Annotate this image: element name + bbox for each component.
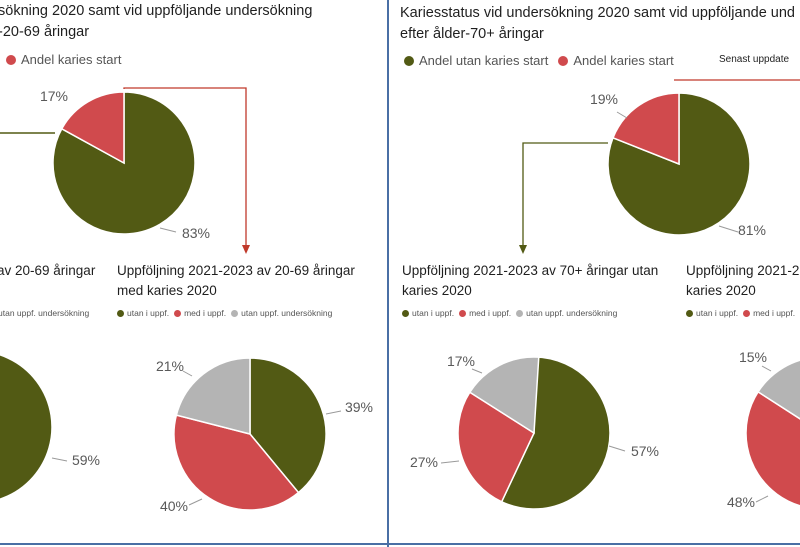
subchart-a-title: av 20-69 åringar xyxy=(0,263,96,278)
sublegend-label: utan i uppf. xyxy=(696,308,739,318)
pie5-label-2: 27% xyxy=(410,454,438,470)
sublegend-label: utan i uppf. xyxy=(127,308,170,318)
pie2-slice-2 xyxy=(612,92,680,166)
pie5-leader-2 xyxy=(440,460,460,464)
swatch-grey xyxy=(516,309,524,317)
panel2-title-line1: Kariesstatus vid undersökning 2020 samt … xyxy=(400,5,795,21)
connector-red-to-b xyxy=(123,87,247,246)
pie5-slice-3 xyxy=(468,356,540,435)
legend-item-utan: Andel utan karies start xyxy=(404,53,548,68)
pie4-slice-1 xyxy=(249,357,327,494)
swatch-red xyxy=(459,309,467,317)
pie4-slice-2 xyxy=(173,414,300,511)
pie6-leader-2 xyxy=(761,365,772,372)
pie3-slice-1 xyxy=(0,354,53,500)
swatch-green xyxy=(117,309,124,317)
swatch-red xyxy=(743,309,751,317)
sublegend-item-utan-i: utan i uppf. xyxy=(117,308,169,318)
panel1-title-line2: -20-69 åringar xyxy=(0,24,90,40)
pie4-label-3: 21% xyxy=(156,358,184,374)
pie4-label-1: 39% xyxy=(345,399,373,415)
pie4-label-2: 40% xyxy=(160,498,188,514)
subchart-c-title-line1: Uppföljning 2021-2023 av 70+ åringar uta… xyxy=(402,263,659,278)
sublegend-item: utan uppf. undersökning xyxy=(0,308,89,318)
pie6-slice-1 xyxy=(745,390,800,507)
subchart-b-legend: utan i uppf. med i uppf. utan uppf. unde… xyxy=(117,308,337,318)
legend-label: Andel karies start xyxy=(21,52,122,67)
sublegend-label: med i uppf. xyxy=(753,308,796,318)
panel1-legend: Andel karies start xyxy=(6,52,131,67)
pie1-label-2: 17% xyxy=(40,88,68,104)
pie6-slice-2 xyxy=(757,359,800,420)
pie4-leader-1 xyxy=(325,410,342,415)
pie2-label-1: 81% xyxy=(738,222,766,238)
legend-swatch-red xyxy=(558,55,569,66)
panel2-title-line2: efter ålder-70+ åringar xyxy=(400,26,544,42)
sublegend-item-utan-i: utan i uppf. xyxy=(686,308,738,318)
pie4-leader-3 xyxy=(182,370,193,377)
sublegend-item-med-i: med i uppf. xyxy=(743,308,795,318)
pie5-leader-1 xyxy=(608,445,626,452)
pie6-leader-1 xyxy=(755,495,769,503)
pie5-label-1: 57% xyxy=(631,443,659,459)
subchart-d-title-line2: karies 2020 xyxy=(686,283,756,298)
subchart-d-title-line1: Uppföljning 2021-2 xyxy=(686,263,800,278)
last-updated-note: Senast uppdate xyxy=(719,54,790,65)
sublegend-label: utan uppf. undersökning xyxy=(0,308,90,318)
sublegend-item-med-i: med i uppf. xyxy=(459,308,511,318)
pie2-leader-1 xyxy=(718,225,739,233)
legend-swatch-green xyxy=(404,55,414,66)
sublegend-item-med-i: med i uppf. xyxy=(174,308,226,318)
sublegend-label: med i uppf. xyxy=(469,308,512,318)
pie1-label-1: 83% xyxy=(182,225,210,241)
swatch-green xyxy=(686,309,693,317)
sublegend-label: utan uppf. undersökning xyxy=(526,308,618,318)
pie6-label-2: 15% xyxy=(739,349,767,365)
pie6-label-1: 48% xyxy=(727,494,755,510)
panel2-legend: Andel utan karies start Andel karies sta… xyxy=(404,53,684,68)
pie3-label-1: 59% xyxy=(72,452,100,468)
panel1-title-line1: sökning 2020 samt vid uppföljande unders… xyxy=(0,3,313,19)
pie2-leader-2 xyxy=(616,111,628,119)
subchart-a-legend: utan uppf. undersökning xyxy=(0,308,94,318)
legend-item-karies: Andel karies start xyxy=(558,53,674,68)
pie5-slice-1 xyxy=(500,356,611,510)
arrowhead-red xyxy=(242,245,250,254)
sublegend-label: med i uppf. xyxy=(184,308,227,318)
legend-label: Andel utan karies start xyxy=(419,53,549,68)
swatch-green xyxy=(402,309,409,317)
bottom-border xyxy=(0,543,800,545)
subchart-c-legend: utan i uppf. med i uppf. utan uppf. unde… xyxy=(402,308,622,318)
pie4-leader-2 xyxy=(188,498,203,506)
pie4-slice-3 xyxy=(175,357,251,435)
subchart-b-title-line2: med karies 2020 xyxy=(117,283,217,298)
legend-item-karies: Andel karies start xyxy=(6,52,121,67)
pie3-leader-1 xyxy=(51,457,68,462)
subchart-b-title-line1: Uppföljning 2021-2023 av 20-69 åringar xyxy=(117,263,355,278)
pie5-label-3: 17% xyxy=(447,353,475,369)
pie5-slice-2 xyxy=(457,391,535,503)
connector-green-to-c xyxy=(522,142,608,246)
arrowhead-green xyxy=(519,245,527,254)
swatch-grey xyxy=(231,309,239,317)
sublegend-label: utan uppf. undersökning xyxy=(241,308,333,318)
panel-divider xyxy=(387,0,389,547)
pie5-leader-3 xyxy=(471,368,483,374)
legend-swatch-red xyxy=(6,54,16,65)
pie1-slice-2 xyxy=(60,91,125,165)
sublegend-item-utan-uppf: utan uppf. undersökning xyxy=(231,308,332,318)
swatch-red xyxy=(174,309,182,317)
subchart-c-title-line2: karies 2020 xyxy=(402,283,472,298)
sublegend-label: utan i uppf. xyxy=(412,308,455,318)
pie2-label-2: 19% xyxy=(590,91,618,107)
pie1-leader-1 xyxy=(159,227,177,233)
subchart-d-legend: utan i uppf. med i uppf. xyxy=(686,308,800,318)
sublegend-item-utan-i: utan i uppf. xyxy=(402,308,454,318)
legend-label: Andel karies start xyxy=(573,53,674,68)
sublegend-item-utan-uppf: utan uppf. undersökning xyxy=(516,308,617,318)
